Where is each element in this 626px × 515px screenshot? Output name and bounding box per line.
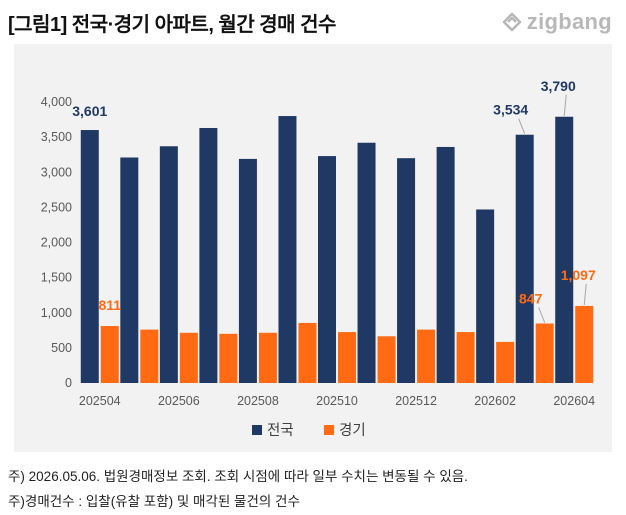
bar-national	[199, 127, 218, 384]
y-tick-label: 3,500	[41, 130, 72, 144]
data-label-national: 3,534	[493, 102, 528, 118]
data-label-leader	[518, 118, 526, 134]
y-tick-label: 3,000	[41, 165, 72, 179]
data-label-gyeonggi: 847	[519, 290, 543, 306]
x-tick-label: 202512	[395, 394, 437, 408]
y-tick-label: 4,000	[41, 95, 72, 109]
bar-gyeonggi	[179, 332, 198, 383]
x-tick-label: 202604	[553, 394, 595, 408]
y-tick-label: 2,500	[41, 200, 72, 214]
footnote-definition: 주)경매건수 : 입찰(유찰 포함) 및 매각된 물건의 건수	[8, 494, 300, 509]
bar-national	[318, 156, 336, 383]
y-axis-ticks: 0 500 1,000 1,500 2,000 2,500 3,000 3,500 4,000	[41, 95, 72, 390]
bar-gyeonggi	[219, 333, 238, 383]
bar-national	[238, 158, 257, 383]
y-tick-label: 2,000	[41, 236, 72, 250]
bar-national	[357, 142, 376, 383]
data-labels: 3,601 3,534 3,790 811 847 1,097	[72, 78, 596, 323]
bar-gyeonggi	[456, 332, 475, 383]
bar-national	[397, 158, 416, 383]
data-label-leader	[538, 307, 546, 323]
bar-gyeonggi	[496, 341, 515, 383]
bar-national	[476, 209, 495, 383]
y-tick-label: 0	[65, 376, 72, 390]
bar-national	[80, 130, 99, 383]
x-tick-label: 202504	[79, 394, 121, 408]
data-label-leader	[563, 94, 567, 116]
x-tick-label: 202510	[316, 394, 358, 408]
legend-swatch-gyeonggi	[324, 425, 334, 435]
data-label-national: 3,790	[541, 78, 576, 94]
bar-gyeonggi	[338, 332, 356, 383]
legend-label-gyeonggi: 경기	[339, 422, 366, 439]
bar-national	[515, 134, 534, 383]
y-tick-label: 1,000	[41, 306, 72, 320]
bar-chart: 05001,0001,5002,0002,5003,0003,5004,000 …	[41, 78, 596, 439]
bar-gyeonggi	[417, 329, 436, 383]
bar-gyeonggi	[298, 322, 317, 383]
x-tick-label: 202508	[237, 394, 279, 408]
y-tick-label: 1,500	[41, 271, 72, 285]
chart-title: [그림1] 전국·경기 아파트, 월간 경매 건수	[8, 14, 336, 36]
x-axis-ticks: 202504 202506 202508 202510 202512 202602 2026…	[79, 394, 595, 408]
bar-national	[436, 146, 455, 383]
data-label-gyeonggi: 1,097	[561, 267, 596, 283]
bar-gyeonggi	[535, 323, 554, 383]
legend-label-national: 전국	[267, 422, 294, 439]
bar-gyeonggi	[140, 329, 159, 383]
footnote-source: 주) 2026.05.06. 법원경매정보 조회. 조회 시점에 따라 일부 수…	[8, 469, 468, 484]
legend: 전국 경기	[252, 422, 366, 439]
data-label-gyeonggi: 811	[98, 297, 121, 313]
data-label-leader	[583, 283, 587, 305]
data-label-national: 3,601	[72, 103, 107, 119]
bar-national	[120, 157, 139, 383]
bar-gyeonggi	[100, 326, 119, 383]
zigbang-logo-icon	[502, 12, 522, 32]
chart-area: 0 500 1,000 1,500 2,000 2,500 3,000 3,500 4,000 …	[14, 44, 612, 452]
x-tick-label: 202602	[474, 394, 516, 408]
bars	[80, 116, 594, 384]
bar-national	[278, 116, 297, 384]
bar-national	[159, 146, 178, 383]
bar-gyeonggi	[377, 336, 396, 383]
brand-logo: zigbang	[501, 9, 612, 35]
bar-gyeonggi	[575, 305, 594, 383]
y-tick-label: 500	[51, 341, 72, 355]
bar-gyeonggi	[258, 332, 277, 383]
x-tick-label: 202506	[158, 394, 200, 408]
footnotes: 주) 2026.05.06. 법원경매정보 조회. 조회 시점에 따라 일부 수…	[8, 464, 468, 514]
brand-name: zigbang	[526, 9, 612, 34]
bar-national	[555, 116, 574, 383]
legend-swatch-national	[252, 425, 262, 435]
